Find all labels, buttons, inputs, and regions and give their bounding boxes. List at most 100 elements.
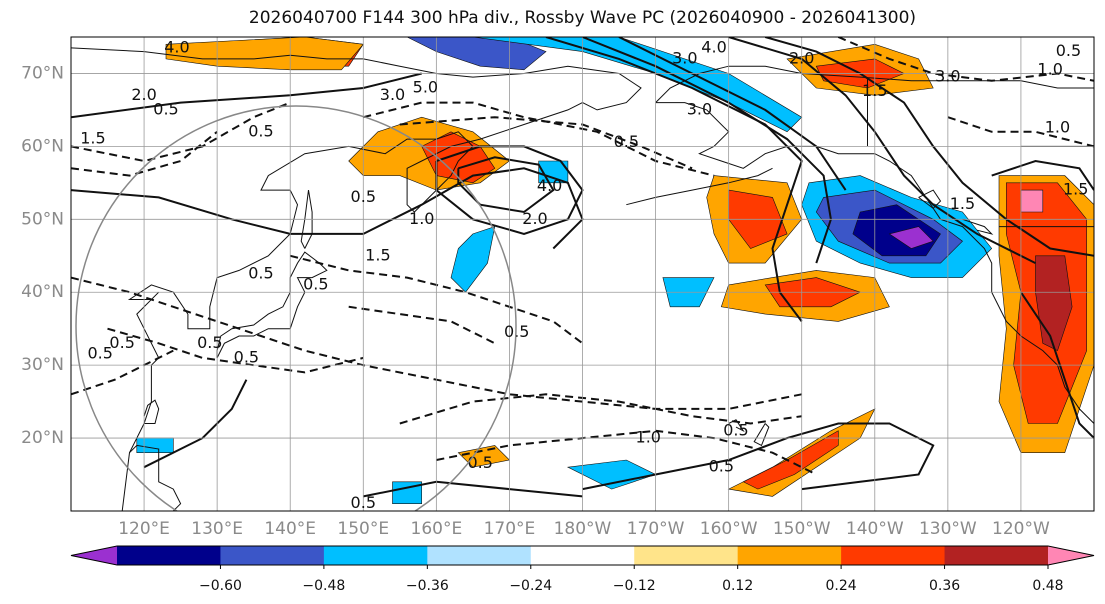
contour-line — [71, 72, 422, 119]
contour-line — [143, 379, 248, 469]
graticule — [71, 37, 1094, 511]
colorbar-segment — [323, 546, 428, 565]
colorbar: −0.60 −0.48 −0.36 −0.24 −0.12 0.12 0.24 0.36 0.4… — [70, 545, 1095, 594]
colorbar-tick-label: 0.24 — [826, 578, 857, 594]
longitude-label: 140°E — [264, 519, 316, 539]
divergence-fill — [888, 226, 934, 249]
contour-line — [837, 37, 1094, 82]
contour-label: 3.0 — [687, 99, 712, 118]
divergence-fill — [450, 226, 496, 293]
contour-line — [947, 116, 1094, 148]
latitude-label: 20°N — [21, 428, 64, 448]
latitude-label: 60°N — [21, 136, 64, 156]
colorbar-tick-label: −0.60 — [199, 578, 242, 594]
colorbar-tick-label: −0.12 — [613, 578, 656, 594]
colorbar-tick-label: 0.12 — [722, 578, 753, 594]
contour-label: 1.0 — [1037, 59, 1062, 78]
latitude-label: 30°N — [21, 355, 64, 375]
reference-circle — [75, 105, 517, 511]
colorbar-segment — [117, 546, 221, 565]
contour-label: 0.5 — [197, 333, 222, 352]
contour-line — [1020, 291, 1094, 439]
coastline-segment — [655, 65, 1094, 103]
coastline-segment — [918, 189, 942, 210]
contour-label: 1.0 — [1045, 118, 1070, 137]
contour-label: 0.5 — [351, 493, 376, 512]
contour-label: 0.5 — [109, 333, 134, 352]
longitude-label: 140°W — [846, 519, 904, 539]
contour-line — [618, 37, 847, 191]
contour-label: 3.0 — [672, 48, 697, 67]
coastline-segment — [129, 444, 182, 511]
contour-line — [399, 393, 802, 425]
contour-label: 0.5 — [248, 121, 273, 140]
colorbar-segment — [944, 546, 1049, 565]
contour-label: 2.0 — [789, 48, 814, 67]
contour-label: 4.0 — [537, 176, 562, 195]
contour-line — [457, 156, 555, 214]
contour-label: 1.5 — [365, 245, 390, 264]
latitude-label: 40°N — [21, 282, 64, 302]
coastline-segment — [300, 190, 313, 249]
contour-label: 1.0 — [409, 209, 434, 228]
latitude-labels: 70°N 60°N 50°N 40°N 30°N 20°N — [21, 63, 64, 448]
colorbar-segment — [220, 546, 325, 565]
contour-label: 0.5 — [723, 420, 748, 439]
longitude-label: 150°E — [337, 519, 389, 539]
contour-labels: 4.02.00.51.5 0.53.0 5.04.02.01.00.51.50.50… — [80, 37, 1088, 512]
colorbar-segment — [841, 546, 946, 565]
coastline-segment — [216, 251, 328, 359]
map-title: 2026040700 F144 300 hPa div., Rossby Wav… — [248, 8, 917, 28]
longitude-label: 120°W — [992, 519, 1050, 539]
divergence-fill — [566, 459, 657, 490]
colorbar-tick-label: 0.36 — [929, 578, 960, 594]
contour-line — [363, 480, 583, 498]
contour-line — [582, 422, 935, 491]
coastline-segment — [962, 218, 994, 235]
colorbar-tick-label: −0.48 — [302, 578, 345, 594]
colorbar-segment — [737, 546, 842, 565]
contour-label: 0.5 — [303, 274, 328, 293]
contour-label: 3.0 — [935, 67, 960, 86]
contour-label: 0.5 — [88, 344, 113, 363]
map-frame — [70, 36, 1095, 512]
longitude-label: 180°W — [554, 519, 612, 539]
contour-label: 1.5 — [950, 194, 975, 213]
colorbar-segment — [634, 546, 739, 565]
contour-label: 0.5 — [709, 457, 734, 476]
divergence-fill — [1020, 189, 1044, 213]
coastlines — [71, 47, 1094, 511]
contour-label: 0.5 — [1056, 41, 1081, 60]
contour-label: 0.5 — [467, 453, 492, 472]
colorbar-tick-label: −0.24 — [509, 578, 552, 594]
contour-label: 0.5 — [614, 132, 639, 151]
contour-label: 1.5 — [80, 129, 105, 148]
colorbar-segment — [530, 546, 635, 565]
longitude-label: 170°W — [627, 519, 685, 539]
longitude-labels: 120°E 130°E 140°E 150°E 160°E 170°E 180°W 170°W… — [118, 519, 1050, 539]
contour-line — [348, 305, 496, 345]
colorbar-extend-min — [71, 546, 117, 565]
coastline-segment — [143, 399, 160, 424]
divergence-shading — [136, 37, 1094, 505]
latitude-label: 50°N — [21, 209, 64, 229]
contour-label: 0.5 — [504, 322, 529, 341]
longitude-label: 130°E — [191, 519, 243, 539]
contour-label: 2.0 — [522, 209, 547, 228]
colorbar-tick-label: −0.36 — [406, 578, 449, 594]
contour-line — [991, 159, 1094, 191]
longitude-label: 130°W — [919, 519, 977, 539]
contour-label: 5.0 — [413, 78, 438, 97]
contour-label: 1.5 — [862, 81, 887, 100]
colorbar-outline — [70, 545, 1095, 566]
colorbar-extend-max — [1048, 546, 1094, 565]
longitude-label: 160°W — [700, 519, 758, 539]
contour-label: 0.5 — [248, 264, 273, 283]
contour-label: 4.0 — [701, 37, 726, 56]
longitude-label: 170°E — [484, 519, 536, 539]
longitude-label: 150°W — [773, 519, 831, 539]
coastline-segment — [71, 47, 642, 511]
coastline-segment — [655, 102, 1094, 424]
contour-label: 1.0 — [636, 428, 661, 447]
